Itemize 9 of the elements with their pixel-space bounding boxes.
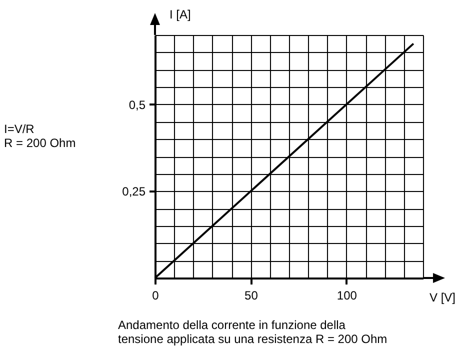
text: Andamento della corrente in funzione della tensione applicata su una resistenza R = 200 Ohm bbox=[118, 318, 388, 346]
y-axis-title: I [A] bbox=[170, 8, 191, 22]
x-tick-label: 50 bbox=[244, 288, 258, 302]
text: I=V/R R = 200 Ohm bbox=[4, 122, 76, 150]
y-tick-label: 0,5 bbox=[128, 98, 146, 112]
y-tick-label: 0,25 bbox=[122, 184, 146, 199]
x-axis-title: V [V] bbox=[430, 290, 456, 304]
x-tick-label: 0 bbox=[152, 288, 160, 302]
x-tick-label: 100 bbox=[336, 288, 358, 302]
